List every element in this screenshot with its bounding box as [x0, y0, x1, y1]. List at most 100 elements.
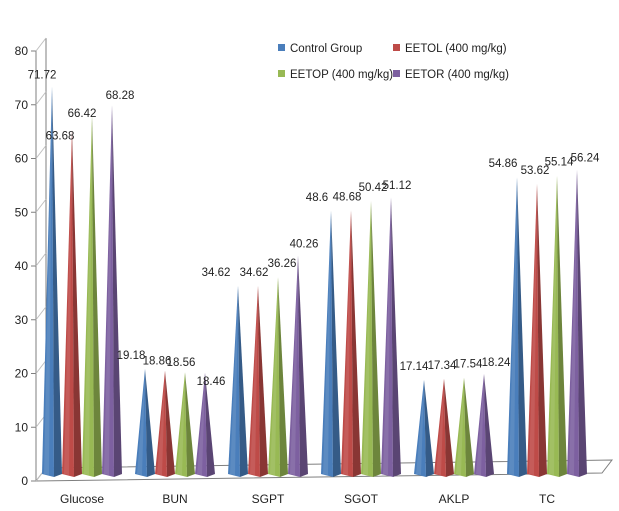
y-tick-connector [35, 360, 47, 374]
data-label: 56.24 [571, 153, 600, 165]
y-tick-label: 40 [15, 259, 29, 273]
bar-highlight [549, 181, 557, 475]
data-label: 34.62 [202, 267, 231, 279]
legend: Control Group EETOL (400 mg/kg) EETOP (400… [278, 43, 509, 81]
data-label: 17.14 [400, 361, 429, 373]
bar-highlight [230, 291, 238, 475]
bar-shade [424, 379, 434, 477]
bar-shade [165, 370, 175, 477]
data-label: 18.86 [143, 356, 172, 368]
y-tick-connector [35, 145, 47, 159]
y-tick-label: 70 [15, 98, 29, 112]
y-tick-connector [35, 91, 47, 106]
bar-highlight [509, 183, 517, 475]
bar-shade [112, 104, 122, 478]
data-label: 55.14 [545, 157, 574, 169]
bar-highlight [529, 189, 537, 476]
chart-bars [42, 86, 587, 478]
data-label: 53.62 [521, 165, 550, 177]
data-label: 63.68 [46, 131, 75, 143]
data-label: 19.18 [117, 350, 146, 362]
y-tick-label: 0 [21, 474, 28, 488]
legend-swatch [393, 70, 400, 77]
bar-highlight [416, 385, 424, 475]
bar-shade [331, 210, 341, 477]
bar-highlight [177, 378, 185, 475]
bar-shade [52, 86, 62, 477]
data-label: 66.42 [68, 108, 97, 120]
data-label: 71.72 [28, 70, 57, 82]
bar-highlight [137, 374, 145, 475]
category-label: Glucose [60, 492, 104, 506]
legend-swatch [278, 70, 285, 77]
bar-shade [72, 129, 82, 477]
bar-shade [92, 114, 102, 478]
bar-highlight [569, 175, 577, 475]
bar-shade [185, 372, 195, 477]
bar-shade [444, 378, 454, 477]
bar-highlight [363, 206, 371, 475]
category-label: TC [539, 492, 555, 506]
bar-highlight [383, 203, 391, 476]
bar-shade [351, 210, 361, 477]
bar-shade [238, 285, 248, 477]
bar-shade [537, 183, 547, 478]
bar-highlight [343, 216, 351, 475]
data-labels: 71.72 63.68 66.42 68.28 19.1818.8618.5618.46… [28, 70, 600, 388]
data-label: 51.12 [383, 180, 412, 192]
legend-label: EETOR (400 mg/kg) [405, 69, 509, 81]
bar-highlight [250, 291, 258, 475]
bar-highlight [290, 261, 298, 475]
category-label: SGPT [252, 492, 285, 506]
bar-shade [278, 277, 288, 477]
bar-shade [557, 175, 567, 477]
bar-shade [371, 200, 381, 477]
bar-shade [517, 177, 527, 477]
bar-highlight [323, 216, 331, 475]
data-label: 36.26 [268, 258, 297, 270]
bar-shade [258, 285, 268, 477]
category-labels: Glucose BUN SGPT SGOT AKLP TC [60, 492, 555, 506]
y-tick-label: 20 [15, 367, 29, 381]
legend-label: EETOL (400 mg/kg) [405, 43, 507, 55]
y-tick-label: 30 [15, 313, 29, 327]
legend-label: Control Group [290, 43, 362, 55]
data-label: 17.54 [454, 359, 483, 371]
bar-highlight [64, 135, 72, 475]
bar-shade [391, 197, 401, 478]
y-tick-connector [35, 198, 47, 213]
bar-highlight [157, 376, 165, 475]
y-tick-label: 10 [15, 420, 29, 434]
bar-shade [298, 255, 308, 477]
y-tick-label: 60 [15, 152, 29, 166]
data-label: 18.24 [482, 357, 511, 369]
data-label: 50.42 [359, 182, 388, 194]
data-label: 18.56 [167, 357, 196, 369]
bar-highlight [476, 379, 484, 475]
legend-swatch [393, 44, 400, 51]
bar-shade [464, 377, 474, 477]
y-axis-ticks: 0 10 20 30 40 50 60 70 80 [15, 37, 47, 488]
legend-label: EETOP (400 mg/kg) [290, 69, 393, 81]
category-label: BUN [162, 492, 187, 506]
y-tick-connector [35, 37, 47, 52]
bar-highlight [84, 120, 92, 476]
y-tick-connector [35, 252, 47, 267]
data-label: 17.34 [428, 360, 457, 372]
bar-shade [577, 169, 587, 477]
y-tick-label: 80 [15, 44, 29, 58]
bar-highlight [436, 384, 444, 475]
bar-highlight [456, 383, 464, 475]
bar-shade [205, 372, 215, 477]
legend-swatch [278, 44, 285, 51]
bar-shade [484, 373, 494, 477]
bar-highlight [270, 283, 278, 475]
data-label: 54.86 [489, 158, 518, 170]
bar-highlight [197, 378, 205, 475]
bar-shade [145, 368, 155, 477]
data-label: 48.6 [306, 192, 328, 204]
bar-highlight [44, 92, 52, 475]
bar-highlight [104, 110, 112, 476]
data-label: 34.62 [240, 267, 269, 279]
data-label: 68.28 [106, 90, 135, 102]
